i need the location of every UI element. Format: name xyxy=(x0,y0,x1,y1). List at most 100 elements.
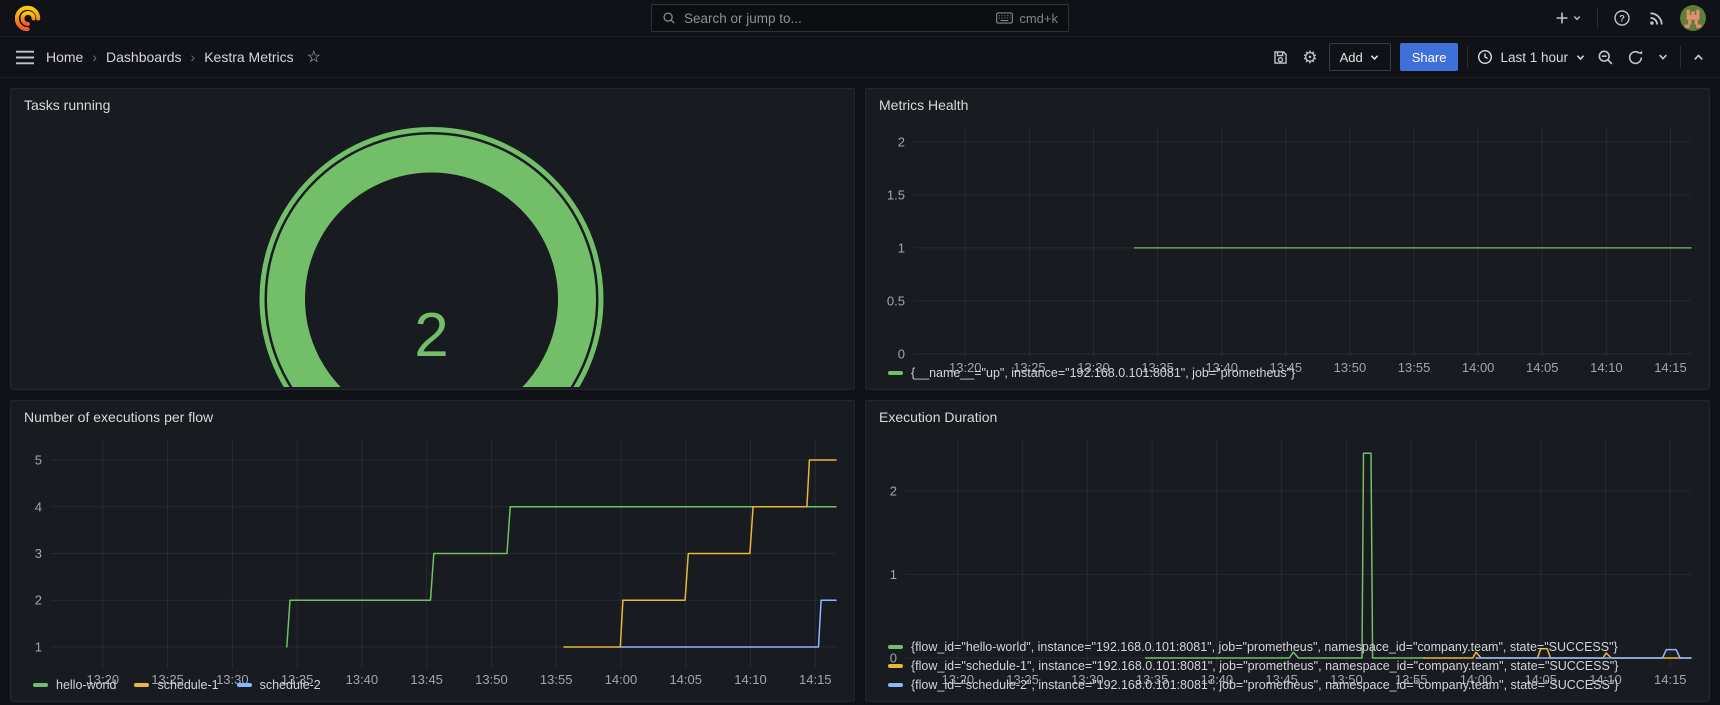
panel-header: Execution Duration xyxy=(866,401,1709,429)
zoom-out-time-button[interactable] xyxy=(1595,47,1616,68)
dashboard-grid: Tasks running 2 Metrics Health 13:2013:2… xyxy=(0,78,1720,702)
dashboard-toolbar: Home › Dashboards › Kestra Metrics ☆ ⚙ A… xyxy=(0,37,1720,78)
plus-icon xyxy=(1554,10,1570,26)
caret-down-icon xyxy=(1369,52,1380,63)
svg-text:2: 2 xyxy=(35,593,42,608)
search-box[interactable]: cmd+k xyxy=(651,4,1069,32)
panel-header: Tasks running xyxy=(11,89,854,117)
nav-right-actions: ? xyxy=(1552,5,1706,31)
panel-body: 13:2013:2513:3013:3513:4013:4513:5013:55… xyxy=(866,117,1709,389)
panel-header: Number of executions per flow xyxy=(11,401,854,429)
panel-title[interactable]: Tasks running xyxy=(24,97,110,113)
avatar[interactable] xyxy=(1680,5,1706,31)
panel-body: 13:2013:2513:3013:3513:4013:4513:5013:55… xyxy=(11,429,854,701)
breadcrumb-home[interactable]: Home xyxy=(46,49,83,65)
panel-title[interactable]: Number of executions per flow xyxy=(24,409,213,425)
legend-item[interactable]: {__name__="up", instance="192.168.0.101:… xyxy=(888,366,1295,380)
help-icon: ? xyxy=(1613,9,1631,27)
svg-text:2: 2 xyxy=(414,301,448,370)
hamburger-icon xyxy=(15,50,35,65)
caret-down-icon xyxy=(1572,13,1582,23)
refresh-icon xyxy=(1627,49,1644,66)
svg-text:0.5: 0.5 xyxy=(887,293,905,308)
clock-icon xyxy=(1477,49,1493,65)
refresh-interval-dropdown[interactable] xyxy=(1655,49,1671,65)
svg-text:1.5: 1.5 xyxy=(887,187,905,202)
svg-text:1: 1 xyxy=(35,639,42,654)
caret-down-icon xyxy=(1575,52,1586,63)
divider xyxy=(1597,7,1598,29)
breadcrumb: Home › Dashboards › Kestra Metrics xyxy=(46,49,294,65)
svg-text:?: ? xyxy=(1619,13,1625,24)
save-icon xyxy=(1272,49,1289,66)
caret-up-icon xyxy=(1692,51,1705,64)
legend-marker xyxy=(888,371,903,375)
legend-item[interactable]: {flow_id="schedule-1", instance="192.168… xyxy=(888,659,1699,673)
legend-label: hello-world xyxy=(56,678,116,692)
panel-metrics-health: Metrics Health 13:2013:2513:3013:3513:40… xyxy=(865,88,1710,390)
legend-marker xyxy=(237,683,252,687)
legend-marker xyxy=(888,645,903,649)
panel-header: Metrics Health xyxy=(866,89,1709,117)
legend-item[interactable]: {flow_id="schedule-2", instance="192.168… xyxy=(888,678,1699,692)
breadcrumb-current[interactable]: Kestra Metrics xyxy=(204,49,293,65)
menu-button[interactable] xyxy=(13,48,37,67)
news-button[interactable] xyxy=(1646,8,1667,29)
star-icon[interactable]: ☆ xyxy=(307,47,321,67)
top-navigation: cmd+k ? xyxy=(0,0,1720,37)
chart-metrics-health[interactable]: 13:2013:2513:3013:3513:4013:4513:5013:55… xyxy=(872,117,1701,364)
panel-execution-duration: Execution Duration 13:2013:2513:3013:351… xyxy=(865,400,1710,702)
legend-label: schedule-2 xyxy=(260,678,321,692)
legend-item[interactable]: schedule-2 xyxy=(237,678,321,692)
search-icon xyxy=(662,11,676,25)
legend-item[interactable]: {flow_id="hello-world", instance="192.16… xyxy=(888,640,1699,654)
legend-marker xyxy=(888,683,903,687)
breadcrumb-separator: › xyxy=(191,49,196,65)
panel-executions-per-flow: Number of executions per flow 13:2013:25… xyxy=(10,400,855,702)
help-button[interactable]: ? xyxy=(1611,7,1633,29)
grafana-logo[interactable] xyxy=(14,5,41,32)
svg-text:1: 1 xyxy=(898,240,905,255)
refresh-button[interactable] xyxy=(1625,47,1646,68)
legend-label: {flow_id="schedule-2", instance="192.168… xyxy=(911,678,1618,692)
legend: {__name__="up", instance="192.168.0.101:… xyxy=(872,364,1701,387)
panel-title[interactable]: Metrics Health xyxy=(879,97,968,113)
add-panel-button[interactable]: Add xyxy=(1329,43,1391,71)
rss-icon xyxy=(1648,10,1665,27)
svg-text:3: 3 xyxy=(35,546,42,561)
legend-marker xyxy=(888,664,903,668)
zoom-out-icon xyxy=(1597,49,1614,66)
gauge-tasks-running: 2 xyxy=(17,117,846,387)
legend-label: {flow_id="hello-world", instance="192.16… xyxy=(911,640,1618,654)
caret-down-icon xyxy=(1657,51,1669,63)
legend-marker xyxy=(33,683,48,687)
svg-text:5: 5 xyxy=(35,453,42,468)
legend: {flow_id="hello-world", instance="192.16… xyxy=(872,638,1701,699)
panel-title[interactable]: Execution Duration xyxy=(879,409,997,425)
save-dashboard-button[interactable] xyxy=(1270,47,1291,68)
legend-item[interactable]: hello-world xyxy=(33,678,116,692)
chart-execution-duration[interactable]: 13:2013:2513:3013:3513:4013:4513:5013:55… xyxy=(872,429,1701,638)
legend-label: {__name__="up", instance="192.168.0.101:… xyxy=(911,366,1295,380)
divider xyxy=(1680,46,1681,68)
breadcrumb-separator: › xyxy=(92,49,97,65)
share-button[interactable]: Share xyxy=(1400,43,1459,71)
gear-icon: ⚙ xyxy=(1302,49,1317,66)
legend-label: schedule-1 xyxy=(157,678,218,692)
breadcrumb-dashboards[interactable]: Dashboards xyxy=(106,49,182,65)
chart-executions-per-flow[interactable]: 13:2013:2513:3013:3513:4013:4513:5013:55… xyxy=(17,429,846,676)
time-range-picker[interactable]: Last 1 hour xyxy=(1477,43,1586,71)
search-input[interactable] xyxy=(684,11,988,26)
panel-body: 2 xyxy=(11,117,854,389)
search-shortcut: cmd+k xyxy=(996,11,1058,26)
svg-text:2: 2 xyxy=(898,134,905,149)
dashboard-settings-button[interactable]: ⚙ xyxy=(1300,47,1319,68)
panel-body: 13:2013:2513:3013:3513:4013:4513:5013:55… xyxy=(866,429,1709,701)
collapse-toolbar-button[interactable] xyxy=(1690,49,1707,66)
keyboard-icon xyxy=(996,12,1013,24)
legend-label: {flow_id="schedule-1", instance="192.168… xyxy=(911,659,1618,673)
svg-text:2: 2 xyxy=(890,483,897,498)
legend-item[interactable]: schedule-1 xyxy=(134,678,218,692)
svg-text:0: 0 xyxy=(898,346,905,361)
add-new-button[interactable] xyxy=(1552,8,1584,28)
